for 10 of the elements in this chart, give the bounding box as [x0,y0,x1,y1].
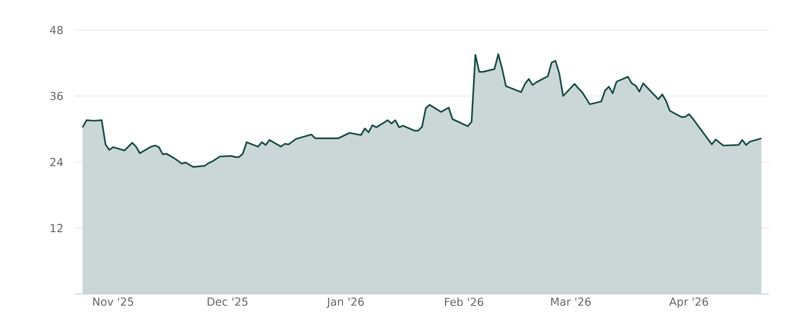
x-tick-label: Dec '25 [208,298,248,306]
y-tick-label: 24 [50,158,63,166]
y-tick-label: 12 [50,224,62,232]
x-tick-label: Feb '26 [445,298,484,306]
y-tick-label: 36 [50,92,63,100]
y-tick-label: 48 [50,26,63,34]
x-tick-label: Jan '26 [326,298,364,308]
x-tick-label: Apr '26 [669,298,708,308]
x-tick-label: Mar '26 [551,298,591,306]
x-tick-label: Nov '25 [93,298,134,306]
